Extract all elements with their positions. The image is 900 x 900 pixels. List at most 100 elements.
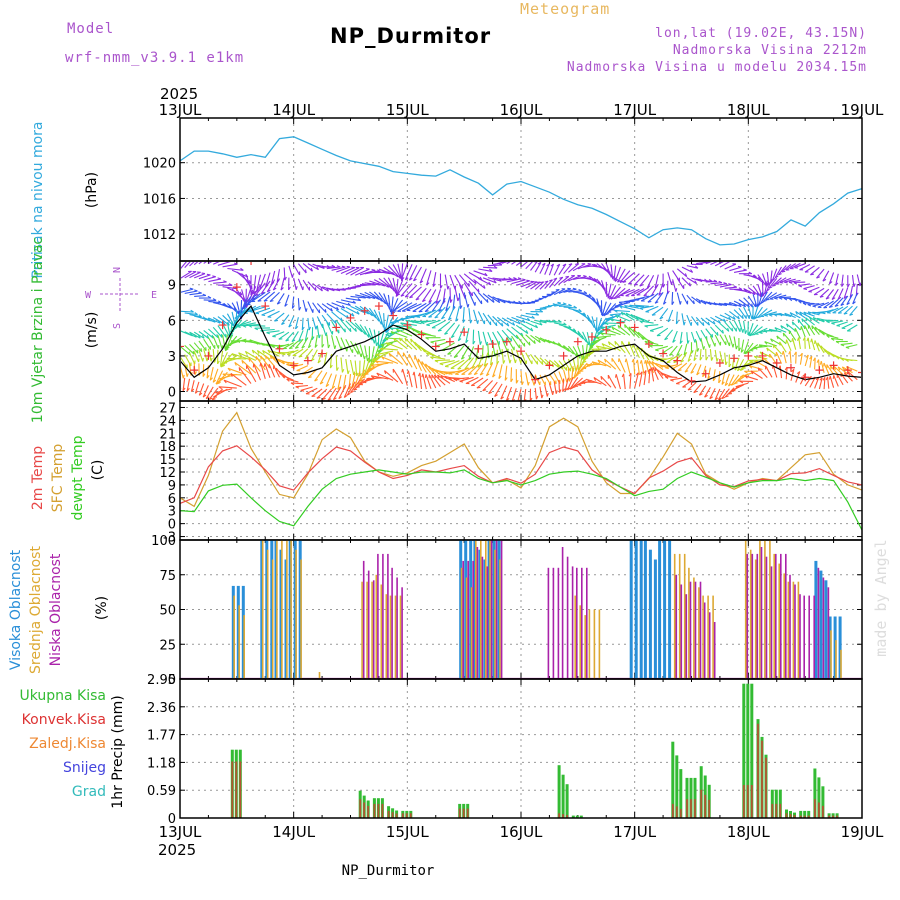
wind-arrow <box>373 309 382 325</box>
wind-arrow <box>194 294 206 297</box>
wind-arrow <box>458 293 462 309</box>
wind-arrow <box>680 352 688 363</box>
low-cloud-bar <box>552 567 555 679</box>
wind-arrow <box>837 366 849 375</box>
wind-arrow <box>482 312 492 326</box>
wind-arrow-head <box>396 293 401 296</box>
wind-arrow <box>548 373 557 385</box>
bottom-date-axis: 13JUL 14JUL 15JUL 16JUL 17JUL 18JUL 19JUL <box>159 823 884 841</box>
y-tick-label: 21 <box>159 427 176 442</box>
wind-arrow <box>600 375 612 388</box>
wind-arrow <box>539 280 549 290</box>
wind-legend-e: E <box>151 290 157 301</box>
legend-frozen-rain: Zaledj.Kisa <box>29 736 106 752</box>
wind-arrow <box>690 363 697 374</box>
wind-arrow <box>700 338 705 350</box>
wind-arrow-head <box>517 277 522 280</box>
wind-arrow-head <box>227 344 232 347</box>
wind-arrow <box>563 288 577 293</box>
wind-arrow-head <box>764 341 768 345</box>
wind-arrow <box>700 279 713 282</box>
wind-arrow <box>198 340 207 352</box>
low-cloud-bar <box>756 553 759 679</box>
wind-arrow <box>276 269 281 283</box>
mid-cloud-bar <box>764 540 766 679</box>
wind-arrow-head <box>483 284 486 289</box>
wind-arrow <box>811 338 816 351</box>
wind-arrow <box>354 322 366 335</box>
wind-arrow-head <box>295 346 299 349</box>
wind-arrow <box>419 268 427 284</box>
wind-arrow <box>841 322 853 329</box>
wind-arrow <box>392 264 403 281</box>
wind-arrow-head <box>500 396 504 400</box>
wind-arrow-head <box>582 355 584 360</box>
mid-cloud-bar <box>494 549 496 679</box>
wind-arrow <box>354 371 361 387</box>
wind-arrow <box>335 320 346 333</box>
wind-arrow <box>345 339 354 354</box>
wind-arrow <box>321 323 327 337</box>
wind-arrow <box>215 370 224 385</box>
wind-arrow-head <box>430 341 434 344</box>
wind-arrow-head <box>353 388 358 391</box>
wind-arrow <box>837 288 844 300</box>
mid-cloud-bar <box>835 640 837 679</box>
wind-arrow-head <box>406 370 409 375</box>
wind-arrow-head <box>346 265 351 268</box>
wind-arrow-head <box>575 263 579 265</box>
wind-arrow-head <box>728 283 732 286</box>
wind-arrow <box>274 312 285 322</box>
wind-arrow <box>798 337 801 350</box>
wind-arrow <box>553 276 564 287</box>
wind-arrow-head <box>440 375 444 379</box>
wind-arrow <box>193 342 203 353</box>
wind-arrow <box>482 331 488 346</box>
wind-arrow-head <box>405 316 409 319</box>
convective-precip-bar <box>381 803 384 818</box>
wind-arrow-head <box>714 397 719 401</box>
wind-arrow <box>345 267 360 275</box>
wind-arrow <box>724 321 734 332</box>
wind-arrow-head <box>583 312 587 316</box>
wind-arrow <box>534 262 542 273</box>
wind-arrow <box>690 331 696 343</box>
wind-arrow <box>654 274 659 289</box>
wind-arrow <box>345 306 360 315</box>
wind-arrow-head <box>424 310 429 313</box>
wind-arrow-head <box>212 298 217 301</box>
wind-arrow <box>757 274 767 286</box>
wind-arrow <box>198 262 203 265</box>
wind-arrow-head <box>572 287 577 290</box>
wind-arrow-head <box>350 390 354 394</box>
high-cloud-bar <box>298 540 302 679</box>
wind-arrow-head <box>418 310 423 313</box>
wind-arrow-head <box>743 268 747 271</box>
wind-arrow-head <box>425 352 430 356</box>
wind-arrow <box>667 309 674 322</box>
wind-arrow-head <box>662 283 666 288</box>
wind-arrow <box>605 303 617 316</box>
precipitation-bars <box>230 683 839 818</box>
wind-arrow-head <box>428 316 432 318</box>
wind-arrow <box>691 277 703 283</box>
wind-arrow <box>217 262 231 266</box>
wind-arrow <box>261 309 275 316</box>
wind-arrow-head <box>194 289 198 292</box>
mid-cloud-bar <box>295 549 297 679</box>
wind-arrow <box>695 340 699 352</box>
wind-arrow-head <box>825 376 829 381</box>
wind-arrow <box>212 335 220 349</box>
convective-precip-bar <box>373 803 376 818</box>
wind-arrow-head <box>630 314 634 318</box>
total-precip-bar <box>671 741 675 818</box>
wind-arrow-head <box>421 373 424 378</box>
wind-arrow <box>661 345 673 354</box>
wind-arrow <box>445 296 451 311</box>
wind-arrow <box>449 274 456 290</box>
wind-arrow-head <box>241 360 244 364</box>
wind-arrow <box>246 365 257 383</box>
wind-ylabel: 10m Vjetar Brzina i Pravac <box>30 237 46 423</box>
wind-arrow-head <box>257 300 262 302</box>
wind-arrow <box>401 303 418 312</box>
